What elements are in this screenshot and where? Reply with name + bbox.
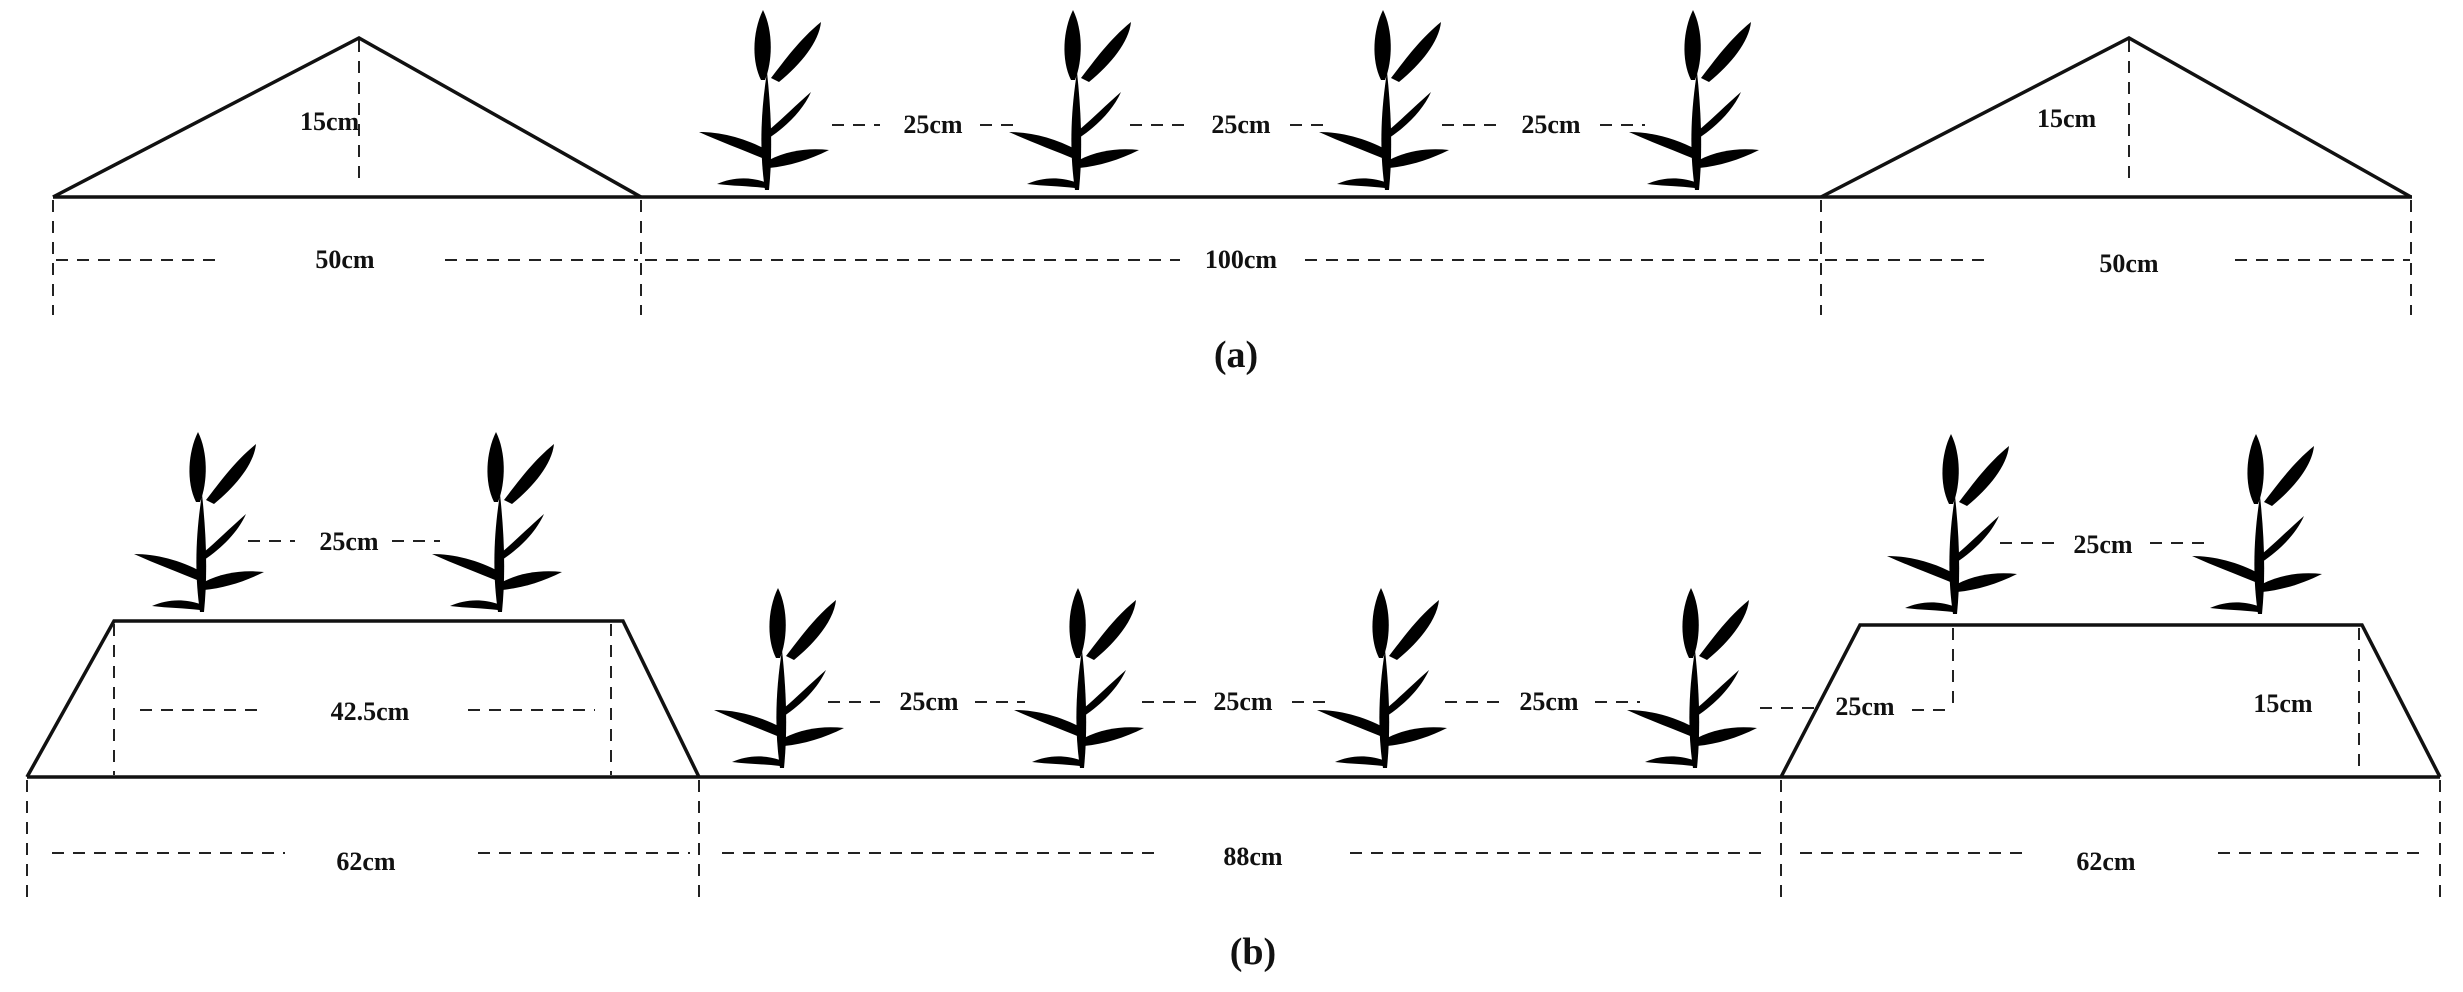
wheat-plant-icon bbox=[699, 0, 837, 198]
bed-bottom-width-label-right: 62cm bbox=[2076, 847, 2136, 876]
plant-spacing-label: 25cm bbox=[1521, 110, 1581, 139]
bed-left-b bbox=[25, 619, 701, 778]
wheat-plant-icon bbox=[1317, 570, 1455, 776]
ridge-width-label-right: 50cm bbox=[2099, 249, 2159, 278]
plant-spacing-label: 25cm bbox=[1835, 692, 1895, 721]
plant-spacing-label: 25cm bbox=[899, 687, 959, 716]
furrow-width-label: 100cm bbox=[1205, 245, 1278, 274]
wheat-plant-icon bbox=[1014, 570, 1152, 776]
ridge-height-label-left: 15cm bbox=[300, 107, 360, 136]
plant-spacing-label: 25cm bbox=[319, 527, 379, 556]
plant-spacing-label: 25cm bbox=[1519, 687, 1579, 716]
bed-bottom-width-label-left: 62cm bbox=[336, 847, 396, 876]
panel-b-caption: (b) bbox=[1230, 931, 1276, 973]
wheat-plant-icon bbox=[1319, 0, 1457, 198]
furrow-width-label: 88cm bbox=[1223, 842, 1283, 871]
wheat-plant-icon bbox=[1627, 570, 1765, 776]
panel-b: 25cm 25cm 25cm 25cm 25cm 25cm 42.5cm 15c… bbox=[25, 414, 2442, 973]
ridge-right-a bbox=[1820, 36, 2412, 199]
ridge-left-a bbox=[52, 36, 642, 199]
ridge-width-label-left: 50cm bbox=[315, 245, 375, 274]
plant-spacing-label: 25cm bbox=[2073, 530, 2133, 559]
plant-spacing-label: 25cm bbox=[903, 110, 963, 139]
wheat-plant-icon bbox=[2192, 416, 2330, 622]
wheat-plant-icon bbox=[432, 414, 570, 620]
ridge-height-label-right: 15cm bbox=[2037, 104, 2097, 133]
wheat-plant-icon bbox=[1009, 0, 1147, 198]
panel-a: 15cm 15cm 50cm 100cm 50cm 25cm 25cm 25cm… bbox=[52, 0, 2412, 376]
bed-top-width-label: 42.5cm bbox=[331, 697, 410, 726]
wheat-plant-icon bbox=[1629, 0, 1767, 198]
bed-height-label: 15cm bbox=[2253, 689, 2313, 718]
wheat-plant-icon bbox=[1887, 416, 2025, 622]
panel-a-caption: (a) bbox=[1214, 334, 1258, 376]
plant-spacing-label: 25cm bbox=[1211, 110, 1271, 139]
wheat-plant-icon bbox=[714, 570, 852, 776]
wheat-plant-icon bbox=[134, 414, 272, 620]
plant-spacing-label: 25cm bbox=[1213, 687, 1273, 716]
bed-right-b bbox=[1779, 623, 2442, 778]
